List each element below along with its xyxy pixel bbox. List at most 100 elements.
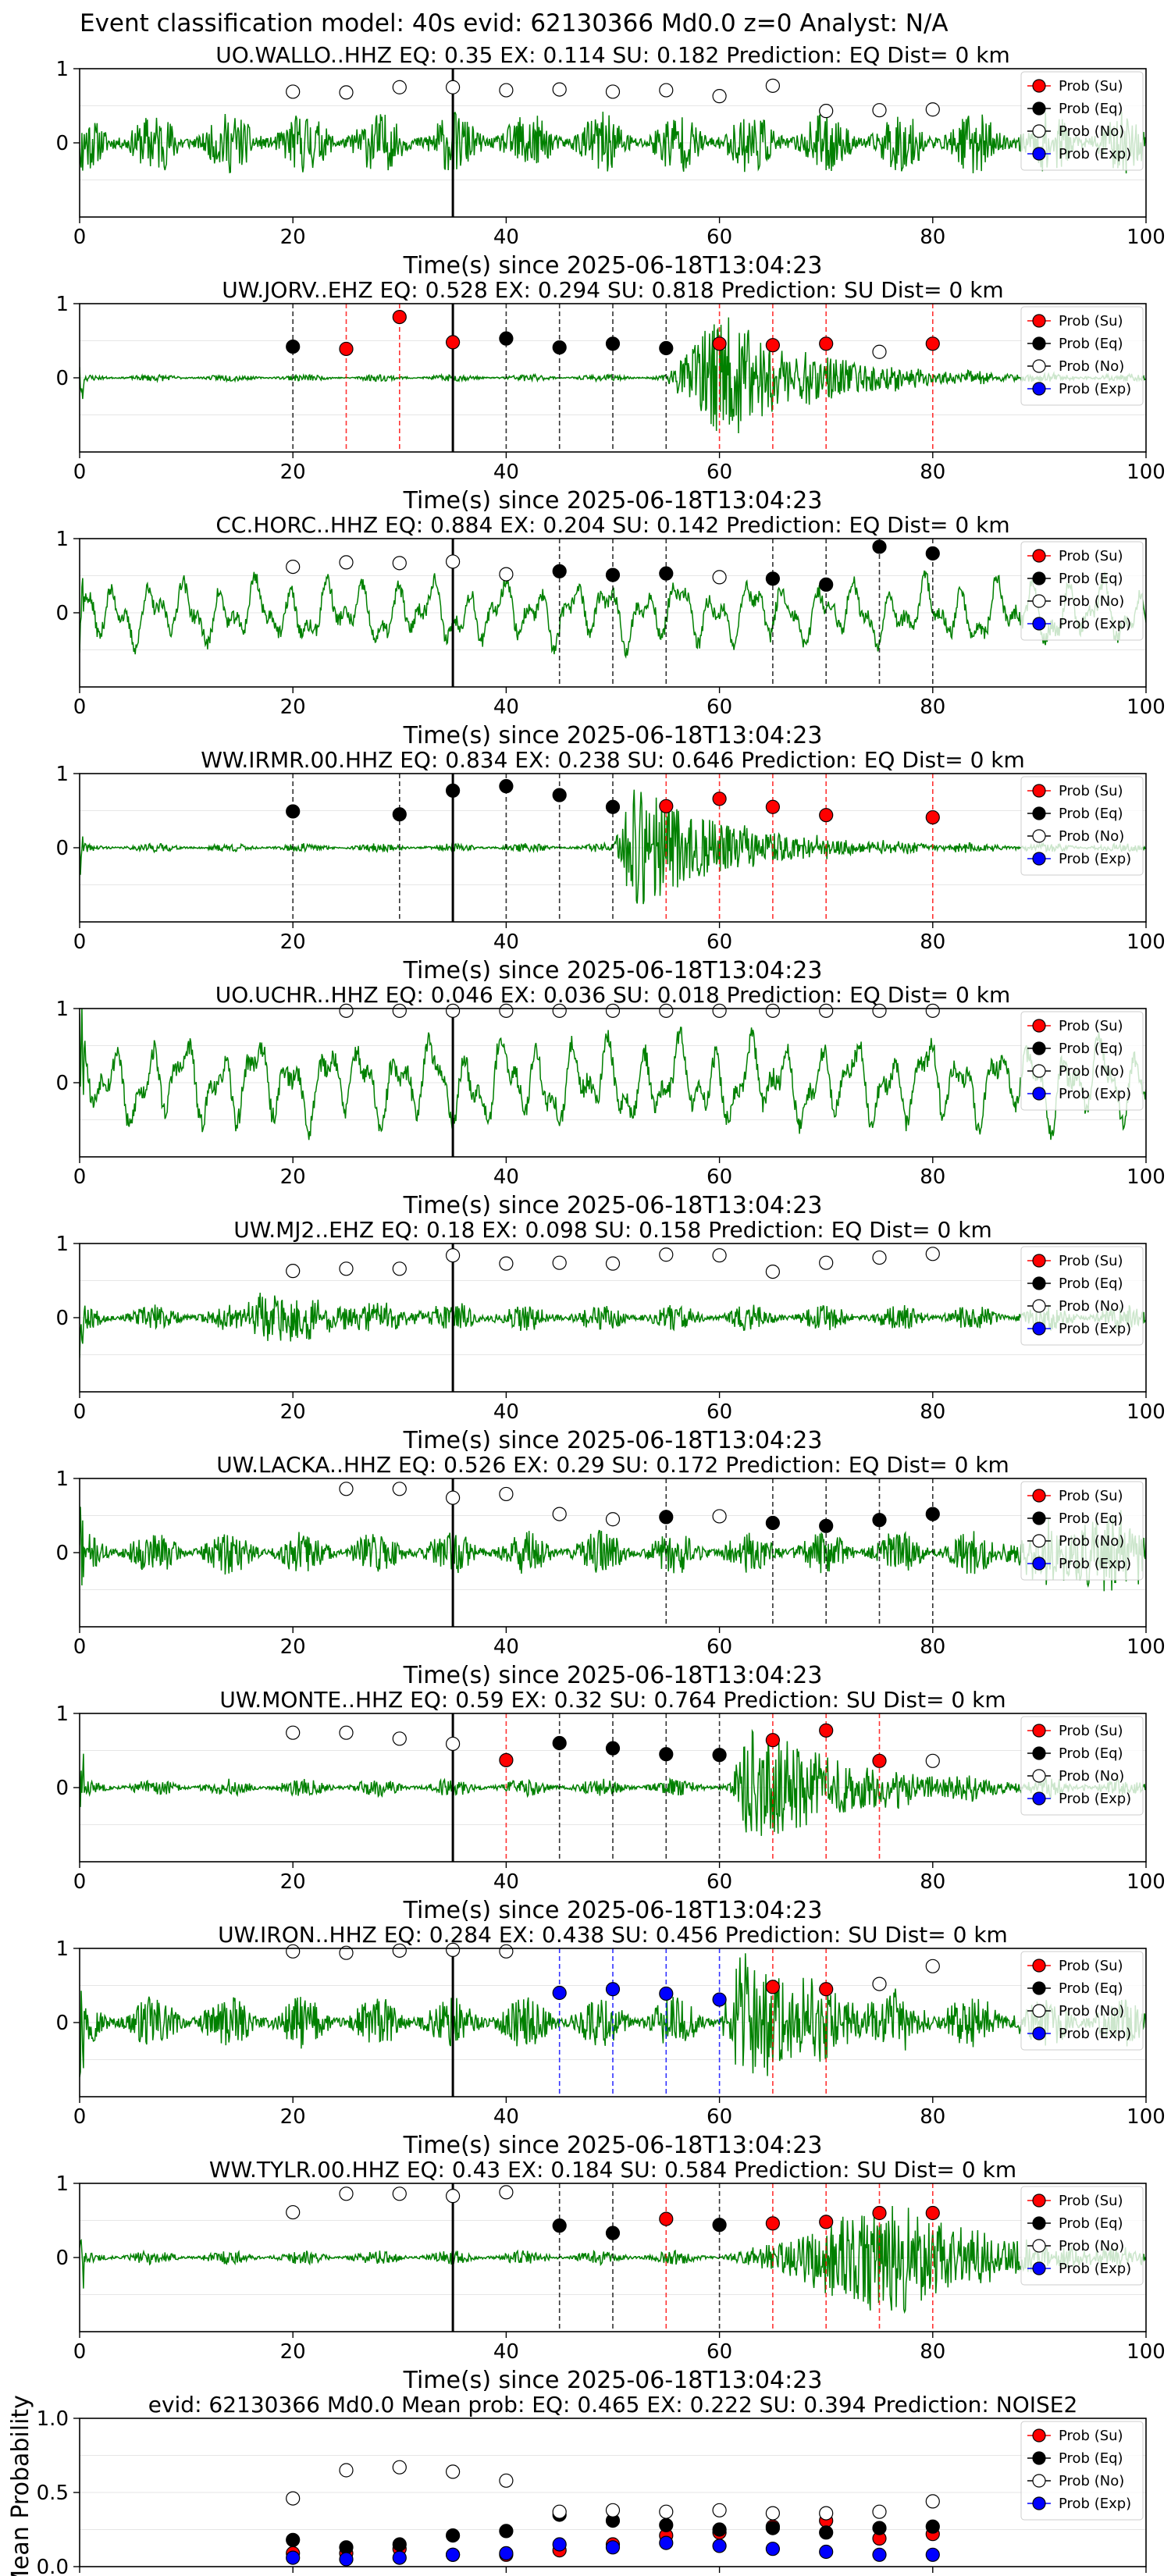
x-tick-label: 100 [1127,461,1166,484]
prob-point-no [445,1248,461,1263]
legend-marker [1032,1557,1046,1571]
legend-marker [1032,1489,1046,1503]
legend-marker [1032,1322,1046,1336]
legend-entry: Prob (Exp) [1059,2261,1131,2277]
legend-entry: Prob (Eq) [1059,1510,1123,1527]
legend-marker [1032,79,1046,93]
prob-point-eq [872,539,887,554]
x-tick-label: 60 [707,1870,732,1894]
x-tick-label: 100 [1127,930,1166,954]
prob-point-no [339,1725,354,1740]
prob-point-no [499,1256,514,1271]
prob-point-no [605,1003,621,1018]
prob-point-no [659,1003,674,1018]
legend-entry: Prob (Su) [1059,1723,1123,1739]
prob-point-no [499,1944,514,1959]
prob-point-no [286,559,301,575]
mean-prob-point-exp [765,2542,781,2556]
subplot-title: WW.IRMR.00.HHZ EQ: 0.834 EX: 0.238 SU: 0… [201,747,1025,773]
x-tick-label: 60 [707,930,732,954]
prob-point-su [925,336,940,351]
legend-entry: Prob (Eq) [1059,101,1123,117]
prob-point-su [872,1753,887,1768]
mean-prob-point-eq [499,2524,514,2539]
prob-point-su [765,338,781,353]
prob-point-eq [819,1518,834,1533]
legend-entry: Prob (Su) [1059,783,1123,799]
prob-point-no [659,1247,674,1262]
prob-point-eq [552,788,567,802]
prob-point-eq [445,783,461,798]
legend-marker [1032,1087,1046,1101]
subplot-title: CC.HORC..HHZ EQ: 0.884 EX: 0.204 SU: 0.1… [215,512,1009,538]
legend-entry: Prob (Eq) [1059,1745,1123,1762]
prob-point-eq [605,568,621,582]
legend-box [1020,2186,1144,2286]
x-tick-label: 60 [707,461,732,484]
legend-entry: Prob (No) [1059,123,1124,140]
mean-prob-point-exp [605,2540,621,2555]
legend-entry: Prob (No) [1059,593,1124,610]
x-axis-label: Time(s) since 2025-06-18T13:04:23 [403,1662,823,1689]
legend-box [1020,1246,1144,1346]
legend-entry: Prob (Exp) [1059,1791,1131,1807]
prob-point-no [392,1003,407,1018]
prob-point-no [605,1256,621,1271]
y-axis-label: Mean Probability [7,2395,34,2576]
y-tick-label: 1 [55,293,69,316]
y-tick-label: 0 [55,1072,69,1095]
legend-entry: Prob (Su) [1059,1488,1123,1504]
y-tick-label: 1 [55,998,69,1021]
mean-prob-point-no [765,2506,781,2521]
prob-point-no [339,85,354,100]
prob-point-eq [659,340,674,356]
prob-point-eq [552,1735,567,1751]
waveform-trace [80,1292,1146,1358]
x-tick-label: 100 [1127,1870,1166,1894]
legend-entry: Prob (Eq) [1059,1276,1123,1292]
mean-prob-point-exp [712,2539,727,2553]
x-tick-label: 60 [707,226,732,249]
subplot-title: UW.IRON..HHZ EQ: 0.284 EX: 0.438 SU: 0.4… [218,1922,1008,1948]
x-tick-label: 40 [493,2105,519,2129]
legend-entry: Prob (Su) [1059,1958,1123,1974]
prob-point-no [499,2185,514,2200]
x-axis-label: Time(s) since 2025-06-18T13:04:23 [403,2367,823,2394]
prob-point-su [819,1982,834,1997]
legend: Prob (Su) Prob (Eq) Prob (No) Prob (Exp) [1020,541,1144,641]
legend-box [1020,1716,1144,1816]
legend-entry: Prob (Su) [1059,78,1123,94]
prob-point-no [765,1264,781,1279]
prob-point-no [499,567,514,582]
prob-point-no [392,556,407,571]
prob-point-no [925,102,940,117]
prob-point-eq [872,1513,887,1528]
legend-marker [1032,147,1046,161]
prob-point-no [339,555,354,570]
prob-point-eq [765,1515,781,1531]
legend-entry: Prob (No) [1059,358,1124,375]
mean-prob-point-no [286,2491,301,2506]
prob-point-no [445,1942,461,1957]
x-tick-label: 20 [280,930,306,954]
x-tick-label: 40 [493,1400,519,1424]
prob-point-no [552,1507,567,1521]
prob-point-su [872,2205,887,2221]
prob-point-no [552,82,567,97]
prob-point-no [445,1736,461,1752]
legend-entry: Prob (Eq) [1059,1980,1123,1997]
y-tick-label: 1 [55,1703,69,1726]
legend-box [1020,776,1144,876]
prob-point-eq [499,779,514,794]
prob-point-no [712,1003,727,1018]
x-tick-label: 20 [280,2340,306,2364]
prob-point-no [445,1490,461,1505]
legend-marker [1032,1019,1046,1033]
mean-prob-point-eq [659,2517,674,2532]
prob-point-no [392,1261,407,1276]
prob-point-exp [712,1992,727,2007]
x-tick-label: 80 [920,1870,945,1894]
legend-entry: Prob (Exp) [1059,2496,1131,2512]
mean-prob-point-eq [445,2528,461,2543]
legend-marker [1032,571,1046,585]
